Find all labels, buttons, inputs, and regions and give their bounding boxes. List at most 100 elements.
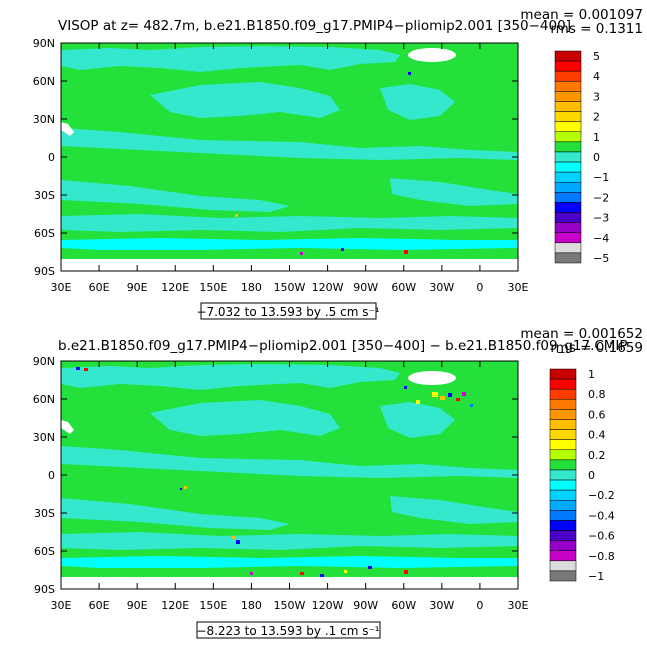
- panel-2-mean: mean = 0.001652: [520, 326, 643, 342]
- y-tick-label: 0: [48, 469, 55, 482]
- colorbar-swatch: [554, 131, 582, 143]
- x-tick-label: 30E: [508, 281, 529, 294]
- panel-1-title: VISOP at z= 482.7m, b.e21.B1850.f09_g17.…: [58, 18, 571, 34]
- x-tick-label: 180: [241, 599, 262, 612]
- colorbar-label: 4: [593, 70, 600, 83]
- panel-2-y-axis: 90N 60N 30N 0 30S 60S 90S: [33, 355, 518, 596]
- panel-1-x-axis: 30E 60E 90E 120E 150E 180 150W 120W 90W 60W 30W 0 30…: [51, 43, 529, 294]
- x-tick-label: 90W: [353, 599, 378, 612]
- y-tick-label: 0: [48, 151, 55, 164]
- x-tick-label: 90E: [127, 281, 148, 294]
- panel-1-npacific-gyre: [150, 82, 340, 118]
- panel-2-speckle: [300, 572, 304, 575]
- panel-2-equatorial-band: [61, 446, 518, 478]
- colorbar-swatch: [549, 419, 577, 430]
- colorbar-swatch: [549, 409, 577, 420]
- colorbar-label: −0.6: [588, 530, 615, 543]
- panel-2-speckle: [448, 393, 452, 397]
- panel-2-range-box: [196, 621, 381, 639]
- panel-1-colorbar: 5 4 3 2 1 0 −1 −2 −3 −4 −5: [554, 50, 609, 265]
- colorbar-swatch: [549, 388, 577, 400]
- colorbar-label: 5: [593, 50, 600, 63]
- panel-2-speckle: [320, 574, 324, 577]
- colorbar-swatch: [554, 181, 582, 193]
- panel-2-speckle: [344, 570, 347, 573]
- panel-2-speckle: [76, 367, 80, 370]
- panel-2-greenland: [408, 371, 456, 385]
- colorbar-swatch: [549, 449, 577, 461]
- panel-2-natlantic-gyre: [380, 402, 455, 438]
- panel-2-speckle: [416, 400, 420, 404]
- panel-2-speckle: [432, 392, 438, 397]
- panel-1-land-mask-west: [61, 122, 74, 136]
- panel-2-speckle: [180, 488, 182, 490]
- y-tick-label: 90S: [34, 583, 55, 596]
- x-tick-label: 150W: [274, 281, 306, 294]
- y-tick-label: 30S: [34, 189, 55, 202]
- y-tick-label: 90N: [33, 355, 55, 368]
- colorbar-label: −5: [593, 252, 609, 265]
- colorbar-swatch: [554, 222, 582, 233]
- panel-1-speckle: [341, 248, 344, 251]
- colorbar-swatch: [554, 121, 582, 133]
- colorbar-swatch: [549, 570, 577, 582]
- panel-1-arctic-band: [61, 46, 400, 72]
- panel-2-speckle: [470, 404, 473, 407]
- x-tick-label: 90W: [353, 281, 378, 294]
- colorbar-swatch: [549, 560, 577, 572]
- panel-1-map: [61, 43, 518, 271]
- panel-2: b.e21.B1850.f09_g17.PMIP4−pliomip2.001 […: [33, 326, 643, 639]
- colorbar-swatch: [554, 111, 582, 122]
- colorbar-swatch: [549, 439, 577, 451]
- colorbar-label: −1: [593, 171, 609, 184]
- panel-2-speckle: [232, 536, 235, 539]
- panel-1-mean: mean = 0.001097: [520, 7, 643, 23]
- x-tick-label: 60W: [391, 599, 416, 612]
- panel-1-natlantic-gyre: [380, 84, 455, 120]
- colorbar-swatch: [554, 60, 582, 72]
- panel-1-speckle: [408, 72, 411, 75]
- colorbar-swatch: [554, 212, 582, 223]
- panel-2-npacific-gyre: [150, 400, 340, 436]
- panel-1-speckle: [300, 252, 303, 255]
- x-tick-label: 0: [476, 281, 483, 294]
- panel-2-spacific-band: [61, 498, 290, 530]
- panel-2-speckle: [456, 398, 460, 401]
- colorbar-swatch: [554, 81, 582, 92]
- y-tick-label: 90N: [33, 37, 55, 50]
- x-tick-label: 60W: [391, 281, 416, 294]
- colorbar-label: 1: [588, 368, 595, 381]
- x-tick-label: 150W: [274, 599, 306, 612]
- colorbar-swatch: [549, 469, 577, 481]
- panel-2-speckle: [404, 570, 408, 574]
- panel-2-speckle: [440, 396, 445, 400]
- panel-2-land-mask-west: [61, 420, 74, 434]
- colorbar-label: 0.6: [588, 408, 606, 421]
- colorbar-swatch: [554, 202, 582, 213]
- colorbar-label: 2: [593, 111, 600, 124]
- colorbar-swatch: [549, 550, 577, 562]
- panel-2-speckle: [84, 368, 88, 371]
- colorbar-swatch: [554, 161, 582, 173]
- colorbar-label: −3: [593, 212, 609, 225]
- x-tick-label: 90E: [127, 599, 148, 612]
- colorbar-swatch: [554, 252, 582, 264]
- panel-2-title: b.e21.B1850.f09_g17.PMIP4−pliomip2.001 […: [58, 338, 628, 354]
- y-tick-label: 60N: [33, 75, 55, 88]
- y-tick-label: 90S: [34, 265, 55, 278]
- colorbar-swatch: [554, 101, 582, 112]
- colorbar-swatch: [554, 242, 582, 254]
- colorbar-swatch: [554, 171, 582, 183]
- x-tick-label: 30E: [508, 599, 529, 612]
- panel-2-speckle: [236, 540, 240, 544]
- panel-2-range-label: −8.223 to 13.593 by .1 cm s⁻¹: [196, 624, 379, 638]
- colorbar-label: −1: [588, 570, 604, 583]
- colorbar-label: −2: [593, 191, 609, 204]
- panel-1-rms: rms = 0.1311: [550, 21, 643, 37]
- panel-2-speckle: [184, 486, 187, 489]
- x-tick-label: 0: [476, 599, 483, 612]
- panel-1-southern-band-2: [61, 238, 518, 250]
- colorbar-swatch: [554, 70, 582, 82]
- x-tick-label: 150E: [199, 599, 227, 612]
